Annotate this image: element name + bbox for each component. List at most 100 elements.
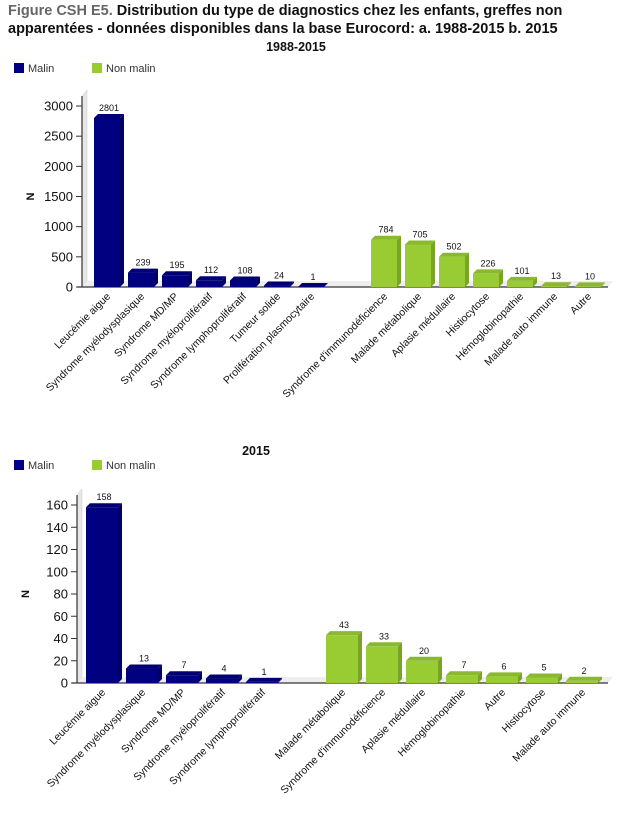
data-label: 112 xyxy=(204,265,218,275)
bar-top xyxy=(166,671,202,675)
data-label: 5 xyxy=(541,662,546,672)
bar-non-malin xyxy=(366,642,402,683)
data-label: 13 xyxy=(551,271,561,281)
data-label: 24 xyxy=(274,271,284,281)
legend-label: Malin xyxy=(28,63,54,75)
bar-non-malin xyxy=(473,269,503,287)
y-tick-label: 1500 xyxy=(44,189,73,204)
bar-top xyxy=(206,675,242,679)
y-tick-label: 100 xyxy=(46,564,68,579)
data-label: 502 xyxy=(446,242,461,252)
bar-top xyxy=(94,114,124,118)
data-label: 7 xyxy=(461,660,466,670)
bar-side xyxy=(438,657,442,683)
bar-malin xyxy=(246,678,282,683)
chart-title: 1988-2015 xyxy=(266,40,326,54)
bar-malin xyxy=(128,269,158,287)
bar-non-malin xyxy=(486,672,522,683)
y-tick-label: 0 xyxy=(66,280,73,295)
legend-label: Malin xyxy=(28,460,54,472)
bar-non-malin xyxy=(406,657,442,683)
bar-front xyxy=(566,681,598,683)
legend-swatch-non-malin xyxy=(92,460,102,470)
bar-top xyxy=(473,269,503,273)
y-tick-label: 2500 xyxy=(44,129,73,144)
data-label: 10 xyxy=(585,271,595,281)
data-label: 33 xyxy=(379,631,389,641)
bar-front xyxy=(541,286,567,287)
y-tick-label: 140 xyxy=(46,520,68,535)
category-label: Malade auto immune xyxy=(510,687,588,765)
bar-top xyxy=(405,240,435,244)
y-tick-label: 2000 xyxy=(44,159,73,174)
data-label: 6 xyxy=(501,661,506,671)
bar-front xyxy=(230,280,256,287)
y-tick-label: 0 xyxy=(61,676,68,691)
data-label: 158 xyxy=(96,492,111,502)
category-label: Malade métabolique xyxy=(273,687,348,762)
y-tick-label: 60 xyxy=(54,609,68,624)
category-label: Leucémie aigue xyxy=(52,291,113,352)
bar-malin xyxy=(298,283,328,287)
bar-front xyxy=(473,273,499,287)
bar-top xyxy=(371,236,401,240)
figure-prefix: Figure CSH E5. xyxy=(8,3,113,19)
bar-top xyxy=(566,677,602,681)
bar-top xyxy=(406,657,442,661)
data-label: 2801 xyxy=(99,103,119,113)
bar-non-malin xyxy=(326,631,362,683)
bar-top xyxy=(326,631,362,635)
y-tick-label: 80 xyxy=(54,587,68,602)
data-label: 101 xyxy=(514,266,529,276)
bar-non-malin xyxy=(405,240,435,287)
bar-top xyxy=(575,282,605,286)
bar-front xyxy=(371,240,397,287)
data-label: 239 xyxy=(135,258,150,268)
legend-label: Non malin xyxy=(106,63,156,75)
bar-non-malin xyxy=(507,277,537,287)
bar-malin xyxy=(86,503,122,683)
category-label: Autre xyxy=(482,687,508,713)
bar-front xyxy=(196,280,222,287)
bar-top xyxy=(126,665,162,669)
legend-label: Non malin xyxy=(106,460,156,472)
bar-non-malin xyxy=(566,677,602,683)
data-label: 784 xyxy=(378,225,393,235)
data-label: 13 xyxy=(139,654,149,664)
bar-top xyxy=(230,276,260,280)
bar-malin xyxy=(264,282,294,287)
bar-top xyxy=(366,642,402,646)
bar-non-malin xyxy=(575,282,605,287)
bar-front xyxy=(486,676,518,683)
bar-malin xyxy=(230,276,260,287)
bar-malin xyxy=(206,675,242,683)
bar-side xyxy=(118,503,122,683)
bar-top xyxy=(196,276,226,280)
bar-front xyxy=(128,273,154,287)
figure-title: Figure CSH E5. Distribution du type de d… xyxy=(8,2,628,38)
bar-top xyxy=(162,271,192,275)
bar-top xyxy=(507,277,537,281)
data-label: 195 xyxy=(169,260,184,270)
bar-front xyxy=(406,661,438,683)
bar-non-malin xyxy=(541,282,571,287)
bar-top xyxy=(298,283,328,287)
bar-front xyxy=(166,675,198,683)
bar-top xyxy=(86,503,122,507)
category-label: Autre xyxy=(568,291,594,317)
data-label: 2 xyxy=(581,666,586,676)
y-axis-wall xyxy=(82,90,87,287)
legend-swatch-non-malin xyxy=(92,63,102,73)
bar-front xyxy=(126,669,158,683)
bar-front xyxy=(206,679,238,683)
bar-top xyxy=(446,671,482,675)
y-tick-label: 40 xyxy=(54,631,68,646)
bar-malin xyxy=(126,665,162,683)
data-label: 108 xyxy=(237,265,252,275)
bar-side xyxy=(397,236,401,287)
bar-non-malin xyxy=(439,253,469,287)
bar-non-malin xyxy=(371,236,401,287)
bar-front xyxy=(326,635,358,683)
bar-front xyxy=(507,281,533,287)
